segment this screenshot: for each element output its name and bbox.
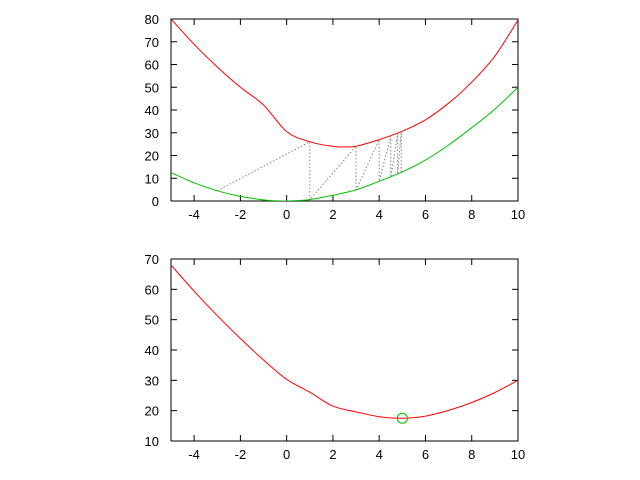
x-tick-label: -2 xyxy=(235,207,247,222)
y-tick-label: 60 xyxy=(145,58,159,73)
curve-series-1 xyxy=(171,264,518,419)
y-tick-label: 40 xyxy=(145,343,159,358)
y-tick-label: 10 xyxy=(145,171,159,186)
x-tick-label: 4 xyxy=(376,207,383,222)
y-tick-label: 60 xyxy=(145,282,159,297)
curve-series-1 xyxy=(171,19,518,148)
y-tick-label: 20 xyxy=(145,149,159,164)
y-tick-label: 70 xyxy=(145,35,159,50)
y-tick-label: 30 xyxy=(145,126,159,141)
y-tick-label: 20 xyxy=(145,404,159,419)
minimum-marker xyxy=(396,412,408,424)
x-tick-label: 0 xyxy=(283,447,290,462)
curve-series-2 xyxy=(171,86,518,201)
x-tick-label: 0 xyxy=(283,207,290,222)
x-tick-label: 10 xyxy=(511,447,525,462)
y-tick-label: 0 xyxy=(152,194,159,209)
x-tick-label: 8 xyxy=(468,207,475,222)
x-tick-label: -4 xyxy=(188,207,200,222)
x-tick-label: 6 xyxy=(422,207,429,222)
x-tick-label: -2 xyxy=(235,447,247,462)
y-tick-label: 40 xyxy=(145,103,159,118)
x-tick-label: 2 xyxy=(329,207,336,222)
y-tick-label: 10 xyxy=(145,434,159,449)
y-tick-label: 50 xyxy=(145,313,159,328)
x-tick-label: 6 xyxy=(422,447,429,462)
plot-1: -4 -2 0 2 4 6 8 10 0 10 20 30 40 50 60 70 80 xyxy=(145,12,526,222)
x-tick-label: 4 xyxy=(376,447,383,462)
x-tick-label: 10 xyxy=(511,207,525,222)
iteration-path-series xyxy=(217,131,402,201)
plot-frame xyxy=(170,18,519,202)
plot-frame xyxy=(170,258,519,442)
y-tick-label: 50 xyxy=(145,80,159,95)
y-tick-label: 70 xyxy=(145,252,159,267)
x-tick-label: 8 xyxy=(468,447,475,462)
x-tick-label: -4 xyxy=(188,447,200,462)
y-tick-label: 80 xyxy=(145,12,159,27)
y-tick-label: 30 xyxy=(145,373,159,388)
x-tick-label: 2 xyxy=(329,447,336,462)
plot-2: -4 -2 0 2 4 6 8 10 10 20 30 40 50 60 70 xyxy=(145,252,526,462)
